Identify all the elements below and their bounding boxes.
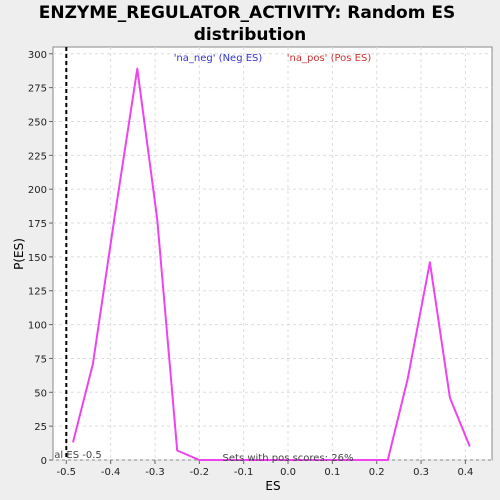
legend-entry-neg: 'na_neg' (Neg ES) <box>174 53 263 64</box>
x-tick-label: 0.0 <box>280 467 296 478</box>
y-tick-label: 0 <box>41 456 47 467</box>
legend-entry-pos: 'na_pos' (Pos ES) <box>287 53 372 64</box>
actual-es-label: al ES -0.5 <box>54 450 101 461</box>
y-tick-label: 300 <box>28 50 47 61</box>
series-line <box>72 67 471 461</box>
series-layer <box>72 67 471 461</box>
y-tick-label: 25 <box>34 422 47 433</box>
y-tick-label: 200 <box>28 185 47 196</box>
plot-area <box>52 46 493 461</box>
pos-scores-annotation: Sets with pos scores: 26% <box>223 453 354 464</box>
x-tick-label: -0.3 <box>145 467 165 478</box>
y-tick-label: 225 <box>28 151 47 162</box>
x-tick-label: 0.1 <box>324 467 340 478</box>
x-tick-label: -0.2 <box>190 467 210 478</box>
y-tick-label: 75 <box>34 354 47 365</box>
y-axis-label: P(ES) <box>12 238 26 270</box>
grid <box>53 47 492 461</box>
x-axis-label: ES <box>265 479 280 493</box>
y-tick-label: 150 <box>28 253 47 264</box>
x-tick-label: 0.4 <box>457 467 473 478</box>
y-tick-label: 275 <box>28 84 47 95</box>
y-tick-label: 50 <box>34 388 47 399</box>
y-tick-label: 250 <box>28 117 47 128</box>
x-tick-label: 0.2 <box>369 467 385 478</box>
x-tick-label: 0.3 <box>413 467 429 478</box>
y-tick-label: 100 <box>28 321 47 332</box>
x-tick-label: -0.5 <box>57 467 77 478</box>
chart-title-line-2: distribution <box>194 25 306 45</box>
chart-title-line-1: ENZYME_REGULATOR_ACTIVITY: Random ES <box>39 3 455 23</box>
x-tick-label: -0.1 <box>234 467 254 478</box>
y-tick-label: 125 <box>28 287 47 298</box>
x-tick-label: -0.4 <box>101 467 121 478</box>
y-tick-label: 175 <box>28 219 47 230</box>
